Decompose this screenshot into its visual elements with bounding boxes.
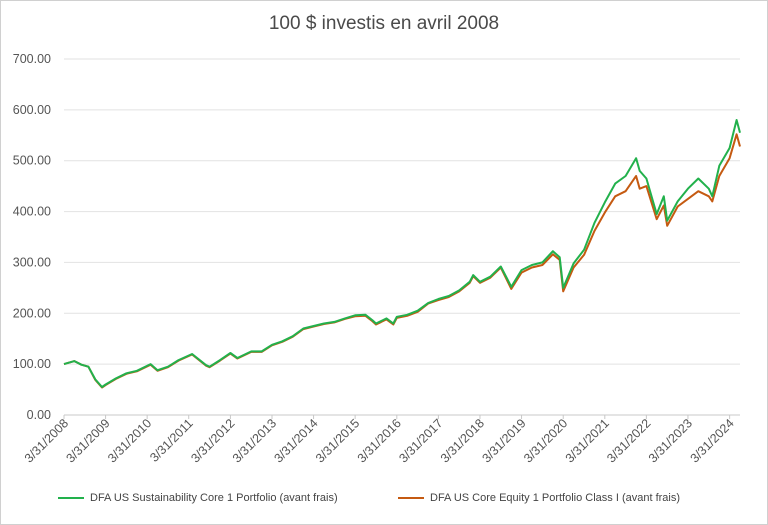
legend-label-sustainability: DFA US Sustainability Core 1 Portfolio (…: [90, 492, 338, 504]
y-tick-label: 300.00: [13, 255, 51, 269]
x-tick-label: 3/31/2015: [313, 416, 362, 465]
x-tick-label: 3/31/2016: [355, 416, 404, 465]
x-tick-label: 3/31/2014: [271, 416, 320, 465]
x-tick-label: 3/31/2019: [479, 416, 528, 465]
legend-swatch-green: [58, 497, 84, 499]
legend-item-core-equity: DFA US Core Equity 1 Portfolio Class I (…: [398, 492, 680, 504]
legend-item-sustainability: DFA US Sustainability Core 1 Portfolio (…: [58, 492, 338, 504]
x-tick-label: 3/31/2022: [604, 416, 653, 465]
x-tick-label: 3/31/2012: [188, 416, 237, 465]
legend-swatch-orange: [398, 497, 424, 499]
x-tick-label: 3/31/2011: [147, 416, 196, 465]
y-tick-label: 600.00: [13, 103, 51, 117]
chart-title: 100 $ investis en avril 2008: [268, 13, 500, 34]
legend: DFA US Sustainability Core 1 Portfolio (…: [0, 492, 768, 512]
x-tick-label: 3/31/2018: [438, 416, 487, 465]
x-tick-label: 3/31/2010: [105, 416, 154, 465]
y-tick-label: 100.00: [13, 357, 51, 371]
x-tick-label: 3/31/2017: [396, 416, 445, 465]
x-tick-label: 3/31/2013: [230, 416, 279, 465]
x-tick-label: 3/31/2009: [63, 416, 112, 465]
x-tick-label: 3/31/2021: [563, 416, 612, 465]
y-tick-label: 200.00: [13, 306, 51, 320]
y-tick-label: 0.00: [27, 408, 51, 422]
y-tick-label: 700.00: [13, 52, 51, 66]
series-lines: [63, 119, 741, 389]
x-tick-label: 3/31/2024: [688, 416, 737, 465]
x-tick-label: 3/31/2008: [22, 416, 71, 465]
gridlines: [64, 58, 740, 416]
x-axis-ticks: 3/31/20083/31/20093/31/20103/31/20113/31…: [22, 415, 737, 465]
series-line-core-equity: [63, 133, 741, 389]
x-tick-label: 3/31/2023: [646, 416, 695, 465]
y-axis-ticks: 0.00 100.00 200.00 300.00 400.00 500.00 600.00…: [13, 52, 51, 422]
x-tick-label: 3/31/2020: [521, 416, 570, 465]
legend-label-core-equity: DFA US Core Equity 1 Portfolio Class I (…: [430, 492, 681, 504]
y-tick-label: 500.00: [13, 154, 51, 168]
y-tick-label: 400.00: [13, 205, 51, 219]
series-line-sustainability: [63, 119, 741, 388]
